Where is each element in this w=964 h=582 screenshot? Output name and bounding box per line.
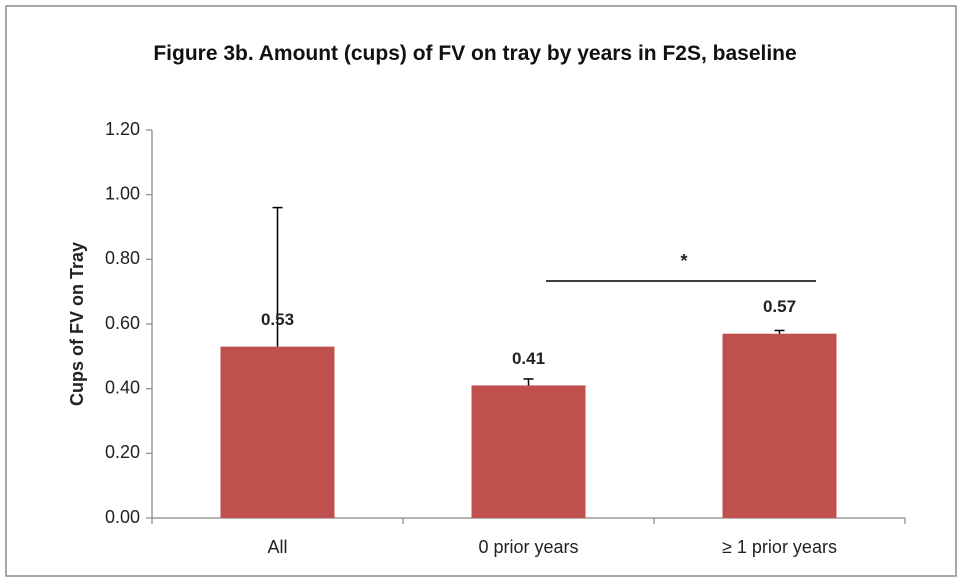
- x-tick-label: 0 prior years: [478, 537, 578, 557]
- y-tick-label: 0.00: [105, 507, 140, 527]
- y-tick-label: 0.60: [105, 313, 140, 333]
- x-tick-label: ≥ 1 prior years: [722, 537, 837, 557]
- x-tick-label: All: [267, 537, 287, 557]
- bar: [220, 346, 335, 518]
- bar: [471, 385, 586, 518]
- data-label: 0.53: [261, 310, 294, 329]
- significance-marker: *: [680, 251, 687, 271]
- y-tick-label: 1.20: [105, 119, 140, 139]
- y-tick-label: 0.20: [105, 442, 140, 462]
- chart-title: Figure 3b. Amount (cups) of FV on tray b…: [153, 42, 797, 65]
- bar: [722, 333, 837, 518]
- y-tick-label: 1.00: [105, 183, 140, 203]
- data-label: 0.57: [763, 297, 796, 316]
- y-axis-label: Cups of FV on Tray: [67, 242, 87, 406]
- data-label: 0.41: [512, 349, 545, 368]
- y-tick-label: 0.40: [105, 377, 140, 397]
- y-tick-label: 0.80: [105, 248, 140, 268]
